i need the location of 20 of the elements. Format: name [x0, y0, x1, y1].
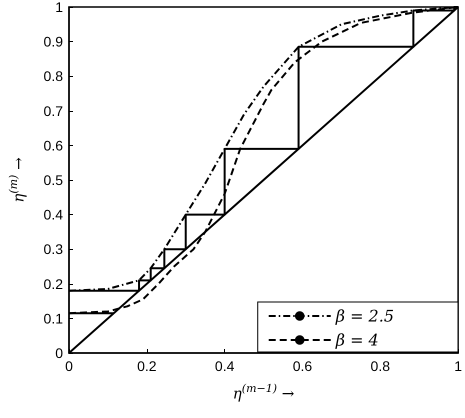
x-tick-label: 0.8 — [370, 358, 390, 374]
y-tick-label: 1 — [55, 0, 64, 15]
x-tick-label: 1 — [454, 358, 462, 374]
y-tick-label: 0.6 — [44, 137, 64, 154]
x-tick-label: 0.2 — [137, 358, 157, 374]
x-tick-label: 0 — [65, 358, 74, 374]
y-tick-label: 0.8 — [44, 68, 64, 84]
y-axis-title: η(m) → — [7, 156, 28, 203]
y-tick-label: 0.7 — [44, 102, 64, 119]
y-tick-label: 0.4 — [44, 206, 64, 223]
legend-label: β = 2.5 — [334, 306, 394, 326]
x-tick-label: 0.6 — [292, 358, 312, 374]
x-tick-label: 0.4 — [214, 358, 235, 374]
y-tick-label: 0.1 — [44, 310, 64, 326]
y-tick-label: 0 — [55, 345, 64, 361]
y-tick-label: 0.9 — [44, 34, 64, 50]
y-tick-label: 0.2 — [44, 276, 64, 292]
y-tick-label: 0.3 — [44, 241, 64, 258]
legend-label: β = 4 — [334, 330, 379, 350]
y-tick-label: 0.5 — [44, 172, 64, 188]
